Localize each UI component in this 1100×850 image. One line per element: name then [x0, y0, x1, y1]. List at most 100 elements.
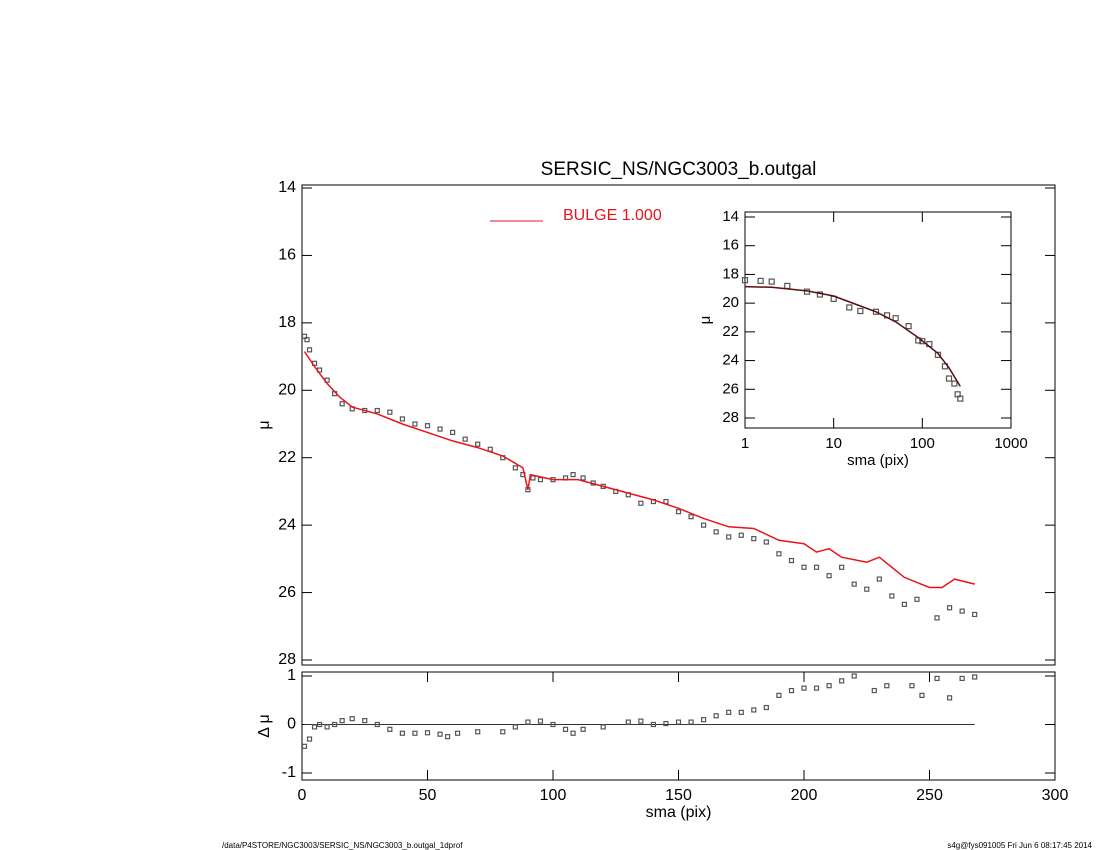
x-tick-label: 300 — [1042, 787, 1069, 804]
y-tick-label: 26 — [278, 584, 296, 601]
plot-frame — [301, 184, 1056, 666]
data-point — [751, 536, 757, 542]
y-tick-label: 18 — [278, 314, 296, 331]
data-point — [316, 721, 323, 728]
y-tick-label: 22 — [278, 449, 296, 466]
data-point — [412, 421, 418, 427]
data-point — [826, 683, 832, 689]
data-point — [846, 304, 853, 311]
data-point — [945, 375, 953, 382]
footer-right: s4g@fys091005 Fri Jun 6 08:17:45 2014 — [947, 841, 1092, 850]
data-point — [839, 564, 845, 570]
data-point — [537, 477, 544, 483]
y-tick-label: 22 — [722, 323, 739, 340]
footer-left: /data/P4STORE/NGC3003/SERSIC_NS/NGC3003_… — [222, 841, 463, 850]
data-point — [741, 277, 749, 284]
data-point — [788, 557, 795, 564]
y-axis-label: Δ μ — [256, 714, 273, 737]
y-tick-label: 16 — [278, 247, 296, 264]
data-point — [934, 615, 940, 621]
y-tick-label: 26 — [722, 380, 739, 397]
x-tick-label: 200 — [791, 787, 818, 804]
data-point — [871, 687, 877, 694]
data-point — [857, 307, 864, 315]
data-point — [339, 718, 345, 724]
data-point — [600, 724, 606, 730]
legend-label: BULGE 1.000 — [563, 207, 662, 224]
y-tick-label: 1 — [287, 667, 296, 684]
data-point — [934, 351, 942, 358]
data-point — [738, 532, 744, 538]
data-point — [580, 726, 586, 732]
data-point — [512, 465, 518, 471]
data-point — [301, 743, 308, 749]
data-point — [570, 471, 576, 478]
data-point — [500, 729, 506, 735]
y-axis-label: μ — [697, 316, 714, 325]
data-point — [700, 522, 707, 528]
data-point — [813, 564, 820, 570]
data-point — [387, 409, 393, 415]
data-point — [462, 436, 468, 442]
data-point — [751, 707, 757, 713]
data-point — [688, 514, 694, 520]
data-point — [768, 278, 775, 285]
chart-title: SERSIC_NS/NGC3003_b.outgal — [541, 159, 817, 180]
data-point — [763, 704, 769, 711]
data-point — [763, 539, 769, 545]
data-point — [362, 718, 368, 724]
x-tick-label: 1 — [741, 435, 749, 452]
data-point — [934, 675, 940, 682]
y-tick-label: 20 — [278, 382, 296, 399]
data-point — [675, 509, 682, 515]
y-axis-label: μ — [256, 420, 273, 429]
x-tick-label: 0 — [298, 787, 307, 804]
data-point — [801, 685, 807, 691]
data-point — [784, 282, 791, 290]
data-point — [424, 423, 431, 429]
data-point — [374, 407, 380, 414]
data-point — [638, 500, 644, 506]
data-point — [957, 395, 964, 402]
data-point — [946, 605, 953, 611]
data-point — [713, 529, 719, 535]
data-point — [455, 730, 461, 736]
data-point — [889, 593, 895, 599]
x-tick-label: 150 — [665, 787, 692, 804]
data-point — [424, 730, 431, 736]
data-point — [580, 475, 586, 481]
data-point — [851, 581, 857, 587]
data-point — [537, 718, 544, 724]
plot-frame — [301, 671, 1056, 781]
data-point — [650, 721, 657, 728]
data-point — [562, 726, 569, 732]
data-point — [437, 731, 443, 737]
data-point — [332, 721, 338, 728]
data-point — [919, 692, 925, 699]
y-tick-label: 14 — [278, 179, 296, 196]
data-point — [972, 674, 978, 680]
y-tick-label: 28 — [278, 651, 296, 668]
data-point — [864, 586, 870, 592]
data-point — [475, 441, 481, 447]
data-point — [851, 673, 857, 679]
data-point — [839, 678, 845, 684]
plot-frame — [744, 211, 1012, 429]
data-point — [905, 323, 912, 330]
data-point — [306, 347, 313, 353]
data-point — [884, 683, 890, 689]
data-point — [663, 720, 669, 727]
y-tick-label: 20 — [722, 294, 739, 311]
x-tick-label: 250 — [916, 787, 943, 804]
data-point — [919, 338, 926, 345]
x-axis-label: sma (pix) — [646, 804, 712, 821]
model-line — [303, 351, 975, 589]
data-point — [757, 277, 764, 284]
data-point — [726, 534, 732, 540]
y-tick-label: 24 — [278, 516, 296, 533]
data-point — [946, 695, 953, 701]
x-axis-label: sma (pix) — [847, 452, 909, 469]
data-point — [349, 716, 355, 722]
y-tick-label: 18 — [722, 265, 739, 282]
